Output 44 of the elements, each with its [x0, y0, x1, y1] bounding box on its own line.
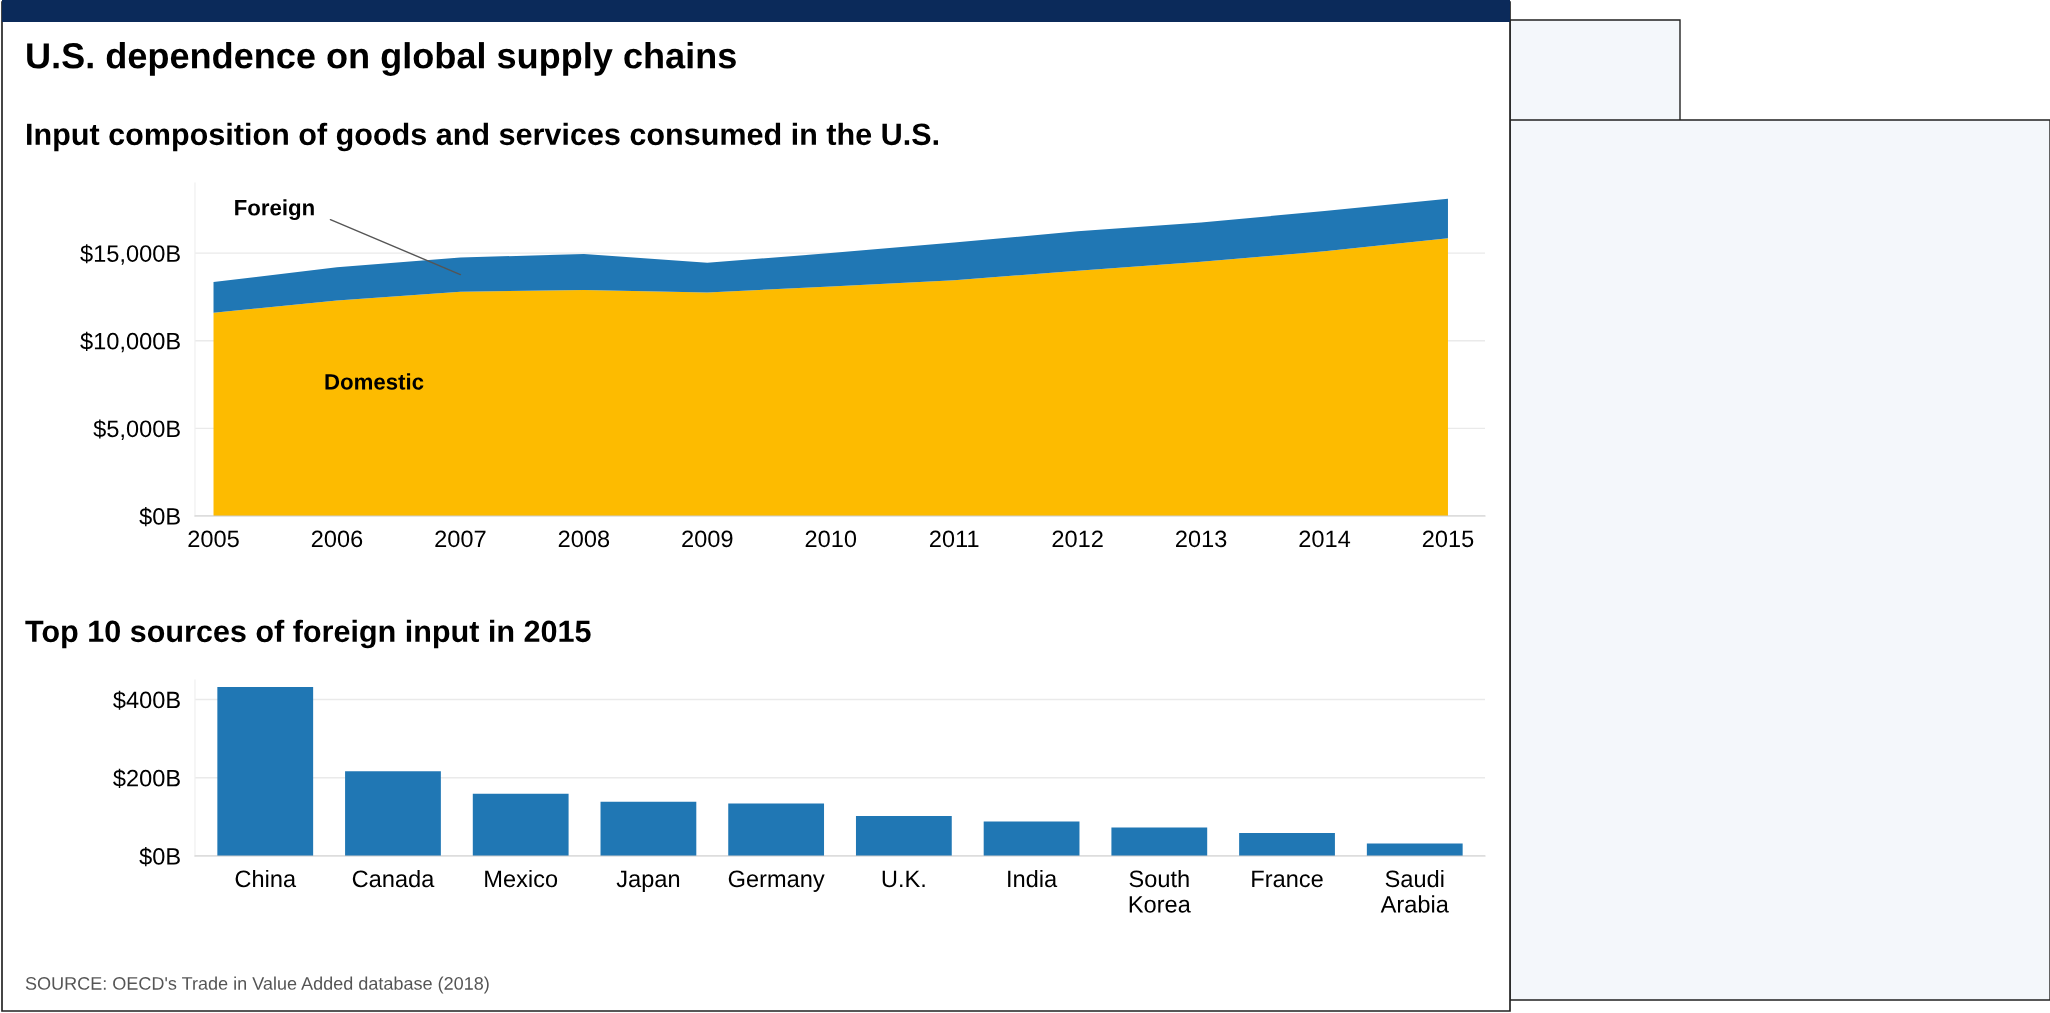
- bar: [345, 771, 441, 856]
- chart-subtitle: Input composition of goods and services consumed in the U.S.: [27, 122, 938, 152]
- y-tick-label: $10,000B: [80, 331, 180, 353]
- x-tick-label: 2010: [805, 530, 857, 548]
- bar: [600, 801, 697, 856]
- y-tick-label: $0B: [139, 507, 180, 527]
- x-tick-label: 2009: [682, 530, 733, 548]
- x-tick-label: 2014: [1299, 530, 1351, 548]
- y-tick-label: $400B: [113, 690, 180, 710]
- x-tick-label: South Korea: [1129, 869, 1191, 913]
- y-tick-label: $5,000B: [93, 419, 180, 440]
- x-tick-label: 2008: [558, 530, 610, 548]
- source-note: SOURCE: OECD's Trade in Value Added database (2018): [25, 976, 489, 994]
- x-tick-label: 2011: [929, 530, 979, 548]
- chart-title: U.S. dependence on global supply chains: [27, 42, 736, 76]
- x-tick-label: 2007: [435, 530, 486, 548]
- x-tick-label: Germany: [728, 870, 825, 892]
- x-tick-label: Mexico: [485, 869, 558, 888]
- x-tick-label: 2015: [1422, 530, 1474, 548]
- bar: [217, 687, 314, 856]
- bar: [1366, 843, 1463, 856]
- y-tick-label: $200B: [113, 768, 180, 788]
- bar: [855, 816, 952, 856]
- bar: [983, 821, 1080, 856]
- y-tick-label: $0B: [139, 847, 180, 867]
- x-tick-label: Japan: [616, 870, 680, 892]
- x-tick-label: India: [1008, 869, 1058, 888]
- text: Foreign: [235, 199, 314, 221]
- bar: [728, 803, 825, 856]
- x-tick-label: Saudi Arabia: [1380, 869, 1449, 913]
- x-tick-label: Canada: [352, 869, 435, 888]
- x-tick-label: 2005: [188, 530, 239, 548]
- x-tick-label: 2006: [311, 530, 363, 548]
- bar: [472, 793, 569, 856]
- bar: [1111, 827, 1208, 856]
- series-label: Domestic: [325, 373, 424, 390]
- x-tick-label: U.K.: [882, 870, 925, 888]
- x-tick-label: 2012: [1052, 530, 1103, 548]
- y-tick-label: $15,000B: [80, 244, 180, 265]
- x-tick-label: France: [1252, 870, 1323, 888]
- x-tick-label: 2013: [1176, 530, 1227, 548]
- x-tick-label: China: [235, 869, 297, 888]
- bar: [1239, 832, 1335, 856]
- chart-title: Top 10 sources of foreign input in 2015: [25, 619, 591, 649]
